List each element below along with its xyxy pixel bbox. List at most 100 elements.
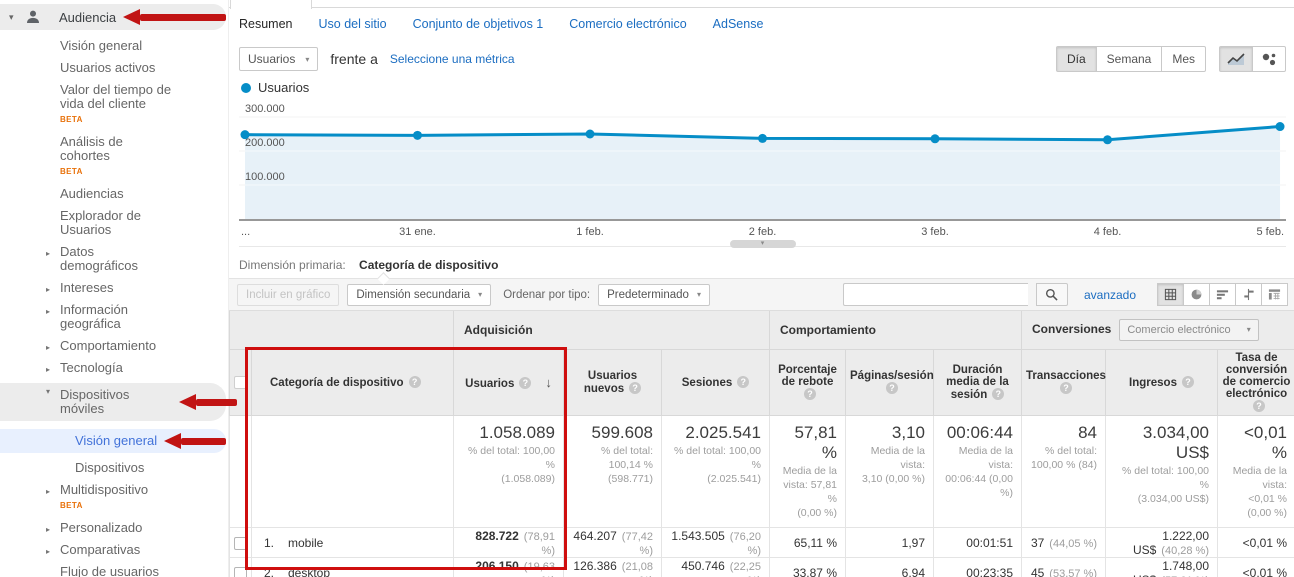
sidebar-item-datos-demograficos[interactable]: ▸ Datos demográficos [0,245,228,273]
sidebar-item-label: Análisis de cohortes [60,134,123,163]
sidebar-item-valor-del-tiempo-de-vida-del-cliente[interactable]: Valor del tiempo de vida del cliente BETA [0,83,228,127]
sidebar-item-flujo-de-usuarios[interactable]: Flujo de usuarios [0,565,228,577]
explorer-tab-partial[interactable] [230,0,312,9]
chevron-right-icon[interactable]: ▸ [46,525,51,534]
sidebar-section-audiencia[interactable]: ▾ Audiencia [0,4,226,30]
pivot-view-button[interactable] [1261,283,1289,306]
column-header-duracion-media-de-la-sesion[interactable]: Duración media de la sesión? [933,349,1022,416]
device-category-name[interactable]: mobile [288,535,324,550]
totals-cell: 2.025.541% del total: 100,00 % (2.025.54… [661,414,770,529]
column-header-porcentaje-de-rebote[interactable]: Porcentaje de rebote? [769,349,846,416]
tab-adsense[interactable]: AdSense [712,17,764,31]
x-axis-label: 3 feb. [921,226,949,238]
conversions-type-dropdown[interactable]: Comercio electrónico ▾ [1119,318,1259,341]
column-header-tasa-de-conversion-de-comercio-electronico[interactable]: Tasa de conversión de comercio electróni… [1216,349,1294,416]
help-icon[interactable]: ? [408,375,421,388]
percentage-view-button[interactable] [1183,283,1211,306]
help-icon[interactable]: ? [519,376,532,389]
cell-paginas-sesion: 6,94 [845,557,934,577]
motion-chart-view-button[interactable] [1252,46,1287,72]
row-checkbox[interactable] [234,536,247,550]
sidebar-item-vision-general[interactable]: Visión general [0,39,228,53]
search-button[interactable] [1035,283,1068,306]
granularity-mes[interactable]: Mes [1161,46,1207,72]
chevron-right-icon[interactable]: ▸ [46,249,51,258]
totals-cell: 57,81 % Media de la vista: 57,81 % (0,00 … [769,414,846,529]
column-header-paginas-sesion[interactable]: Páginas/sesión? [845,349,934,416]
help-icon[interactable]: ? [886,381,898,394]
chevron-right-icon[interactable]: ▸ [46,487,51,496]
chevron-down-icon[interactable]: ▾ [9,11,14,22]
totals-subtext: Media de la vista: 3,10 (0,00 %) [861,444,925,485]
sidebar-item-explorador-de-usuarios[interactable]: Explorador de Usuarios [0,209,228,237]
data-table-view-button[interactable] [1157,283,1185,306]
table-row-desktop: 2. desktop 206.150 (19,63 %) 126.386 (21,08 %… [229,557,1294,577]
sidebar-item-audiencias[interactable]: Audiencias [0,187,228,201]
table-column-header-row: Categoría de dispositivo? Usuarios? ↓ Usuar… [229,349,1294,416]
help-icon[interactable]: ? [629,381,642,394]
table-toolbar: Incluir en gráfico Dimensión secundaria … [229,272,1294,311]
granularity-semana[interactable]: Semana [1095,46,1163,72]
help-icon[interactable]: ? [1253,399,1265,412]
column-header-categoria-de-dispositivo[interactable]: Categoría de dispositivo? [251,349,454,416]
cell-value: 126.386 [573,558,617,573]
column-header-label: Usuarios nuevos [583,369,638,395]
tab-comercio-electronico[interactable]: Comercio electrónico [569,17,687,31]
sidebar-item-comparativas[interactable]: ▸ Comparativas [0,543,228,557]
totals-subtext: % del total: 100,00 % (3.034,00 US$) [1122,464,1209,505]
help-icon[interactable]: ? [1181,375,1194,388]
chevron-right-icon[interactable]: ▸ [46,547,51,556]
sidebar-item-informacion-geografica[interactable]: ▸ Información geográfica [0,303,228,331]
sidebar-item-analisis-de-cohortes[interactable]: Análisis de cohortes BETA [0,135,228,179]
select-metric-link[interactable]: Seleccione una métrica [389,52,515,66]
chevron-right-icon[interactable]: ▸ [46,343,51,352]
help-icon[interactable]: ? [992,387,1005,400]
column-header-usuarios-nuevos[interactable]: Usuarios nuevos? [563,349,662,416]
search-input[interactable] [842,283,1028,306]
line-chart-view-button[interactable] [1219,46,1254,72]
sidebar-item-dispositivos-moviles[interactable]: ▾ Dispositivos móviles [0,383,226,421]
sidebar-item-vision-general[interactable]: Visión general [0,429,226,453]
tab-resumen[interactable]: Resumen [239,17,293,31]
chevron-right-icon[interactable]: ▸ [46,307,51,316]
chart-plot-area[interactable]: 100.000 200.000 300.000 [239,101,1287,223]
pivot-table-icon [1268,289,1281,300]
sidebar-item-personalizado[interactable]: ▸ Personalizado [0,521,228,535]
sidebar-item-dispositivos[interactable]: Dispositivos [0,461,228,475]
column-header-sesiones[interactable]: Sesiones? [661,349,770,416]
help-icon[interactable]: ? [1060,381,1072,394]
sidebar-item-intereses[interactable]: ▸ Intereses [0,281,228,295]
sort-type-dropdown[interactable]: Predeterminado ▾ [598,283,710,306]
totals-value: <0,01 % [1244,422,1288,462]
tab-uso-del-sitio[interactable]: Uso del sitio [318,17,387,31]
comparison-view-button[interactable] [1235,283,1263,306]
tab-conjunto-de-objetivos-1[interactable]: Conjunto de objetivos 1 [412,17,544,31]
device-category-name[interactable]: desktop [288,565,331,577]
group-header-adquisicion: Adquisición [453,311,770,350]
sidebar-item-multidispositivo[interactable]: ▸ Multidispositivo BETA [0,483,228,513]
help-icon[interactable]: ? [737,375,750,388]
column-header-label: Porcentaje de rebote [778,363,837,388]
sidebar-item-usuarios-activos[interactable]: Usuarios activos [0,61,228,75]
sort-descending-icon[interactable]: ↓ [545,374,552,390]
column-header-usuarios[interactable]: Usuarios? ↓ [453,349,564,416]
timeline-scrubber-handle[interactable]: ▾ [729,240,796,248]
column-header-label: Duración media de la sesión [946,363,1009,401]
chevron-right-icon[interactable]: ▸ [46,365,51,374]
chevron-right-icon[interactable]: ▸ [46,285,51,294]
row-checkbox[interactable] [234,566,247,577]
select-all-checkbox[interactable] [234,375,247,389]
chevron-down-icon[interactable]: ▾ [46,387,51,396]
secondary-dimension-dropdown[interactable]: Dimensión secundaria ▾ [347,283,492,306]
help-icon[interactable]: ? [804,387,816,400]
column-header-ingresos[interactable]: Ingresos? [1105,349,1218,416]
advanced-search-link[interactable]: avanzado [1083,287,1137,302]
sidebar-item-comportamiento[interactable]: ▸ Comportamiento [0,339,228,353]
sidebar-item-tecnologia[interactable]: ▸ Tecnología [0,361,228,375]
metric-selector-dropdown[interactable]: Usuarios ▾ [239,47,319,71]
performance-view-button[interactable] [1209,283,1237,306]
column-header-transacciones[interactable]: Transacciones? [1021,349,1106,416]
granularity-dia[interactable]: Día [1055,46,1097,72]
line-chart-icon [1227,53,1245,65]
primary-dimension-selected[interactable]: Categoría de dispositivo [359,258,499,272]
